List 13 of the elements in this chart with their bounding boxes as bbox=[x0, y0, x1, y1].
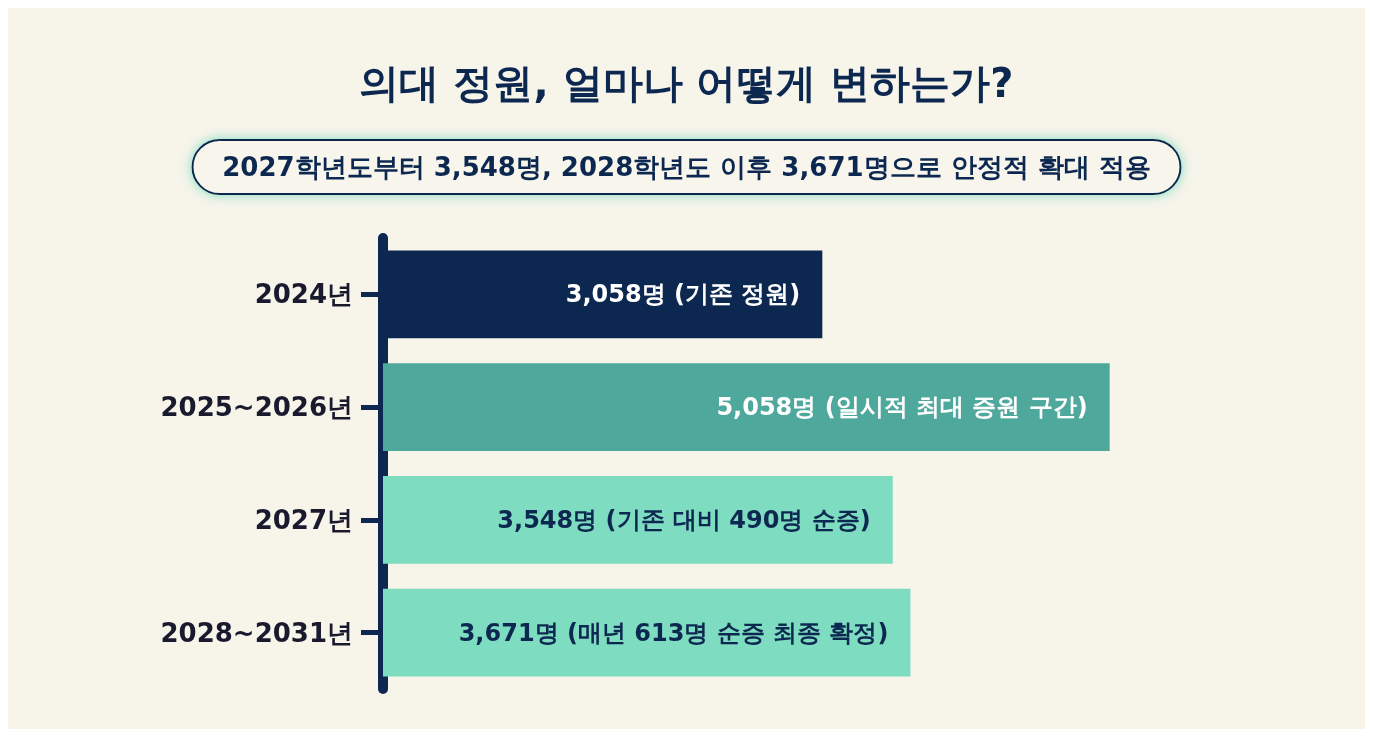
data-label: 3,671명 (매년 613명 순증 최종 확정) bbox=[458, 618, 889, 647]
chart-title: 의대 정원, 얼마나 어떻게 변하는가? bbox=[359, 60, 1014, 106]
y-tick-label: 2027년 bbox=[254, 504, 353, 535]
data-label: 5,058명 (일시적 최대 증원 구간) bbox=[716, 393, 1088, 422]
y-tick-label: 2028~2031년 bbox=[160, 617, 353, 648]
y-tick-label: 2024년 bbox=[254, 279, 353, 310]
data-label: 3,058명 (기존 정원) bbox=[565, 280, 801, 309]
chart-subtitle: 2027학년도부터 3,548명, 2028학년도 이후 3,671명으로 안정적 확대 적용 bbox=[222, 152, 1151, 182]
bar bbox=[383, 475, 893, 564]
data-label: 3,548명 (기존 대비 490명 순증) bbox=[497, 505, 871, 534]
y-tick-label: 2025~2026년 bbox=[160, 392, 353, 423]
bar bbox=[383, 588, 911, 677]
bar bbox=[383, 363, 1110, 452]
